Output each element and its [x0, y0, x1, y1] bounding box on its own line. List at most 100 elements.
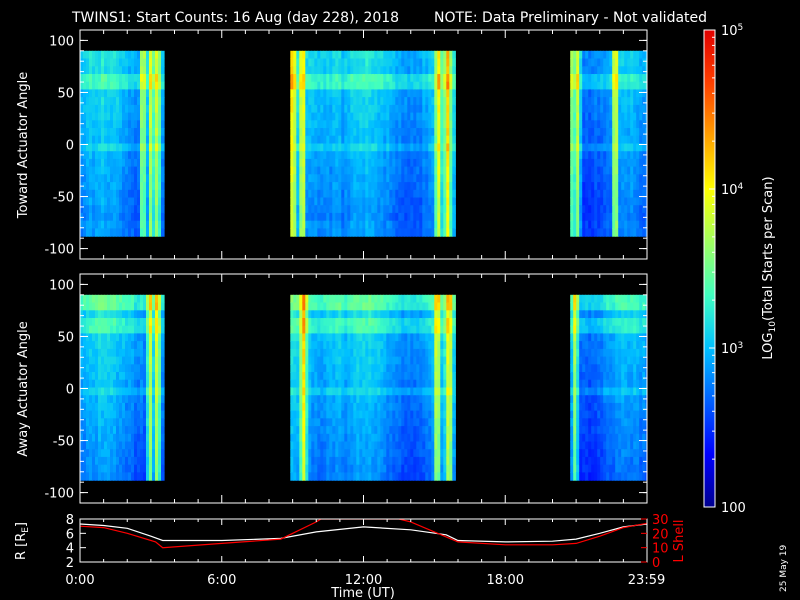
toward-heatmap-cell — [410, 174, 414, 183]
toward-heatmap-cell — [335, 174, 339, 183]
toward-heatmap-cell — [305, 212, 309, 222]
toward-heatmap-cell — [573, 81, 577, 91]
away-heatmap-cell — [594, 341, 598, 350]
away-heatmap-cell — [395, 356, 399, 365]
toward-heatmap-cell — [347, 220, 351, 230]
toward-heatmap-cell — [359, 166, 363, 175]
away-heatmap-cell — [314, 325, 318, 335]
toward-heatmap-cell — [440, 50, 444, 60]
toward-heatmap-cell — [146, 205, 150, 214]
away-heatmap-cell — [425, 387, 429, 396]
away-heatmap-cell — [591, 410, 595, 419]
toward-heatmap-cell — [431, 212, 435, 222]
toward-heatmap-cell — [110, 58, 114, 67]
away-heatmap-cell — [296, 395, 300, 404]
toward-heatmap-cell — [326, 143, 330, 152]
toward-heatmap-cell — [323, 128, 327, 137]
away-heatmap-cell — [119, 302, 123, 311]
toward-heatmap-cell — [437, 197, 441, 206]
away-heatmap-cell — [600, 318, 604, 327]
away-heatmap-cell — [594, 441, 598, 450]
away-heatmap-cell — [326, 356, 330, 365]
toward-heatmap-cell — [140, 104, 144, 114]
toward-heatmap-cell — [161, 89, 165, 98]
toward-heatmap-cell — [597, 66, 601, 75]
toward-heatmap-cell — [585, 104, 589, 114]
toward-heatmap-cell — [86, 143, 90, 152]
away-heatmap-cell — [434, 356, 438, 365]
away-heatmap-cell — [362, 402, 366, 412]
toward-heatmap-cell — [642, 89, 646, 98]
toward-heatmap-cell — [122, 50, 126, 60]
toward-heatmap-cell — [302, 50, 306, 60]
away-heatmap-cell — [296, 472, 300, 481]
toward-heatmap-cell — [446, 158, 450, 168]
toward-heatmap-cell — [443, 81, 447, 91]
away-heatmap-cell — [353, 379, 357, 389]
toward-heatmap-cell — [383, 128, 387, 137]
toward-heatmap-cell — [359, 174, 363, 183]
away-heatmap-cell — [443, 410, 447, 419]
toward-heatmap-cell — [125, 174, 129, 183]
away-heatmap-cell — [104, 395, 108, 404]
toward-heatmap-cell — [371, 197, 375, 206]
away-heatmap-cell — [149, 433, 153, 443]
away-heatmap-cell — [374, 341, 378, 350]
toward-heatmap-cell — [161, 189, 165, 199]
toward-heatmap-cell — [642, 205, 646, 214]
toward-heatmap-cell — [293, 205, 297, 214]
away-heatmap-cell — [158, 395, 162, 404]
toward-heatmap-cell — [320, 66, 324, 75]
toward-heatmap-cell — [437, 166, 441, 175]
away-heatmap-cell — [570, 395, 574, 404]
away-heatmap-cell — [389, 433, 393, 443]
toward-heatmap-cell — [389, 81, 393, 91]
toward-heatmap-cell — [440, 158, 444, 168]
away-heatmap-cell — [594, 379, 598, 389]
toward-heatmap-cell — [365, 104, 369, 114]
away-heatmap-cell — [140, 318, 144, 327]
toward-heatmap-cell — [116, 66, 120, 75]
away-heatmap-cell — [299, 348, 303, 358]
away-heatmap-cell — [383, 294, 387, 304]
away-heatmap-cell — [86, 441, 90, 450]
toward-heatmap-cell — [582, 212, 586, 222]
away-heatmap-cell — [597, 426, 601, 435]
toward-heatmap-cell — [446, 205, 450, 214]
toward-heatmap-cell — [326, 66, 330, 75]
toward-heatmap-cell — [320, 158, 324, 168]
toward-ytick-label: -100 — [44, 243, 74, 258]
away-heatmap-cell — [416, 294, 420, 304]
away-heatmap-cell — [350, 341, 354, 350]
away-heatmap-cell — [302, 341, 306, 350]
away-heatmap-cell — [161, 318, 165, 327]
away-heatmap-cell — [425, 318, 429, 327]
toward-heatmap-cell — [131, 89, 135, 98]
toward-heatmap-cell — [452, 182, 456, 191]
toward-heatmap-cell — [630, 97, 634, 106]
toward-heatmap-cell — [146, 212, 150, 222]
toward-heatmap-cell — [413, 135, 417, 145]
away-heatmap-cell — [299, 356, 303, 365]
toward-heatmap-cell — [633, 81, 637, 91]
toward-heatmap-cell — [332, 220, 336, 230]
away-heatmap-cell — [434, 348, 438, 358]
toward-heatmap-cell — [437, 205, 441, 214]
away-heatmap-cell — [407, 310, 411, 319]
away-heatmap-cell — [383, 410, 387, 419]
away-heatmap-cell — [152, 441, 156, 450]
toward-heatmap-cell — [347, 135, 351, 145]
toward-heatmap-cell — [591, 120, 595, 129]
toward-heatmap-cell — [392, 143, 396, 152]
toward-heatmap-cell — [131, 112, 135, 121]
toward-heatmap-cell — [437, 228, 441, 237]
away-heatmap-cell — [573, 325, 577, 335]
toward-heatmap-cell — [615, 189, 619, 199]
toward-heatmap-cell — [98, 50, 102, 60]
toward-heatmap-cell — [104, 212, 108, 222]
away-heatmap-cell — [407, 395, 411, 404]
toward-heatmap-cell — [362, 74, 366, 83]
away-heatmap-cell — [437, 302, 441, 311]
toward-heatmap-cell — [350, 212, 354, 222]
away-heatmap-cell — [440, 441, 444, 450]
